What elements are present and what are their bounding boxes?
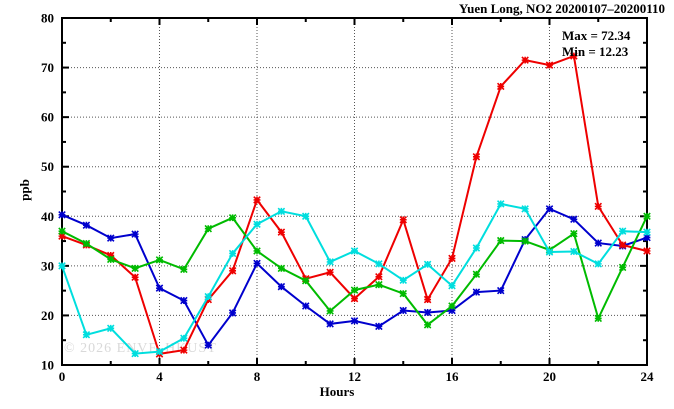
y-tick-label: 50 xyxy=(41,159,54,174)
x-tick-label: 24 xyxy=(641,369,655,384)
x-tick-label: 0 xyxy=(59,369,66,384)
y-tick-label: 70 xyxy=(41,60,54,75)
chart-title: Yuen Long, NO2 20200107–20200110 xyxy=(458,1,665,16)
y-tick-label: 80 xyxy=(41,11,54,26)
series-markers-cyan xyxy=(58,200,651,358)
y-tick-label: 60 xyxy=(41,110,54,125)
stats-annotation: Max = 72.34 Min = 12.23 xyxy=(562,28,630,60)
y-tick-label: 30 xyxy=(41,258,54,273)
y-tick-label: 10 xyxy=(41,358,54,373)
y-axis-label: ppb xyxy=(16,179,32,201)
x-tick-label: 8 xyxy=(254,369,261,384)
series-markers-red xyxy=(58,52,651,358)
x-tick-label: 20 xyxy=(543,369,556,384)
y-tick-label: 40 xyxy=(41,209,54,224)
x-tick-label: 12 xyxy=(348,369,361,384)
series-markers-green xyxy=(58,212,651,329)
y-tick-label: 20 xyxy=(41,308,54,323)
max-value-label: Max = 72.34 xyxy=(562,28,631,43)
watermark-text: © 2026 ENVF, HKUST xyxy=(64,341,217,356)
x-tick-label: 4 xyxy=(156,369,163,384)
x-tick-label: 16 xyxy=(446,369,460,384)
min-value-label: Min = 12.23 xyxy=(562,44,629,59)
x-axis-label: Hours xyxy=(319,384,355,399)
series-line-cyan xyxy=(61,202,648,355)
